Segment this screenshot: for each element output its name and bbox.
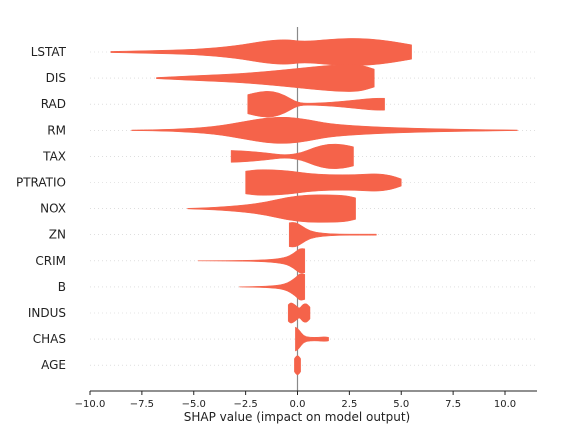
feature-label-dis: DIS — [46, 71, 66, 85]
violin-zn — [288, 222, 377, 248]
x-axis-label: SHAP value (impact on model output) — [184, 410, 411, 424]
feature-label-age: AGE — [41, 358, 66, 372]
feature-label-rad: RAD — [41, 97, 66, 111]
x-ticks: −10.0 −7.5 −5.0 −2.5 0.0 2.5 5.0 7.5 10.0 — [75, 391, 516, 410]
violin-rm — [131, 116, 518, 144]
x-tick-label-1: −7.5 — [130, 399, 154, 410]
violin-dis — [156, 64, 375, 92]
x-tick-label-0: −10.0 — [75, 399, 106, 410]
feature-label-rm: RM — [47, 123, 66, 137]
feature-label-ptratio: PTRATIO — [16, 176, 66, 190]
x-tick-label-2: −5.0 — [182, 399, 206, 410]
violin-nox — [187, 194, 356, 223]
feature-label-nox: NOX — [40, 202, 66, 216]
x-tick-label-4: 0.0 — [290, 399, 306, 410]
feature-label-b: B — [58, 280, 66, 294]
violin-age — [294, 355, 301, 376]
violin-indus — [287, 302, 311, 324]
x-tick-label-5: 2.5 — [341, 399, 357, 410]
violin-ptratio — [245, 169, 402, 196]
feature-label-indus: INDUS — [28, 306, 66, 320]
x-tick-label-3: −2.5 — [233, 399, 257, 410]
violin-b — [239, 273, 306, 301]
feature-label-lstat: LSTAT — [31, 45, 67, 59]
violins — [110, 38, 518, 376]
feature-label-chas: CHAS — [33, 332, 66, 346]
violin-crim — [197, 248, 306, 274]
feature-label-crim: CRIM — [35, 254, 66, 268]
feature-labels: LSTAT DIS RAD RM TAX PTRATIO NOX ZN CRIM B INDUS CH… — [16, 45, 67, 372]
violin-chas — [295, 326, 329, 352]
violin-tax — [230, 143, 354, 169]
x-tick-label-8: 10.0 — [494, 399, 516, 410]
violin-lstat — [110, 38, 412, 66]
violin-rad — [247, 91, 385, 118]
x-tick-label-7: 7.5 — [445, 399, 461, 410]
x-tick-label-6: 5.0 — [393, 399, 409, 410]
feature-label-tax: TAX — [42, 149, 66, 163]
feature-label-zn: ZN — [49, 228, 66, 242]
